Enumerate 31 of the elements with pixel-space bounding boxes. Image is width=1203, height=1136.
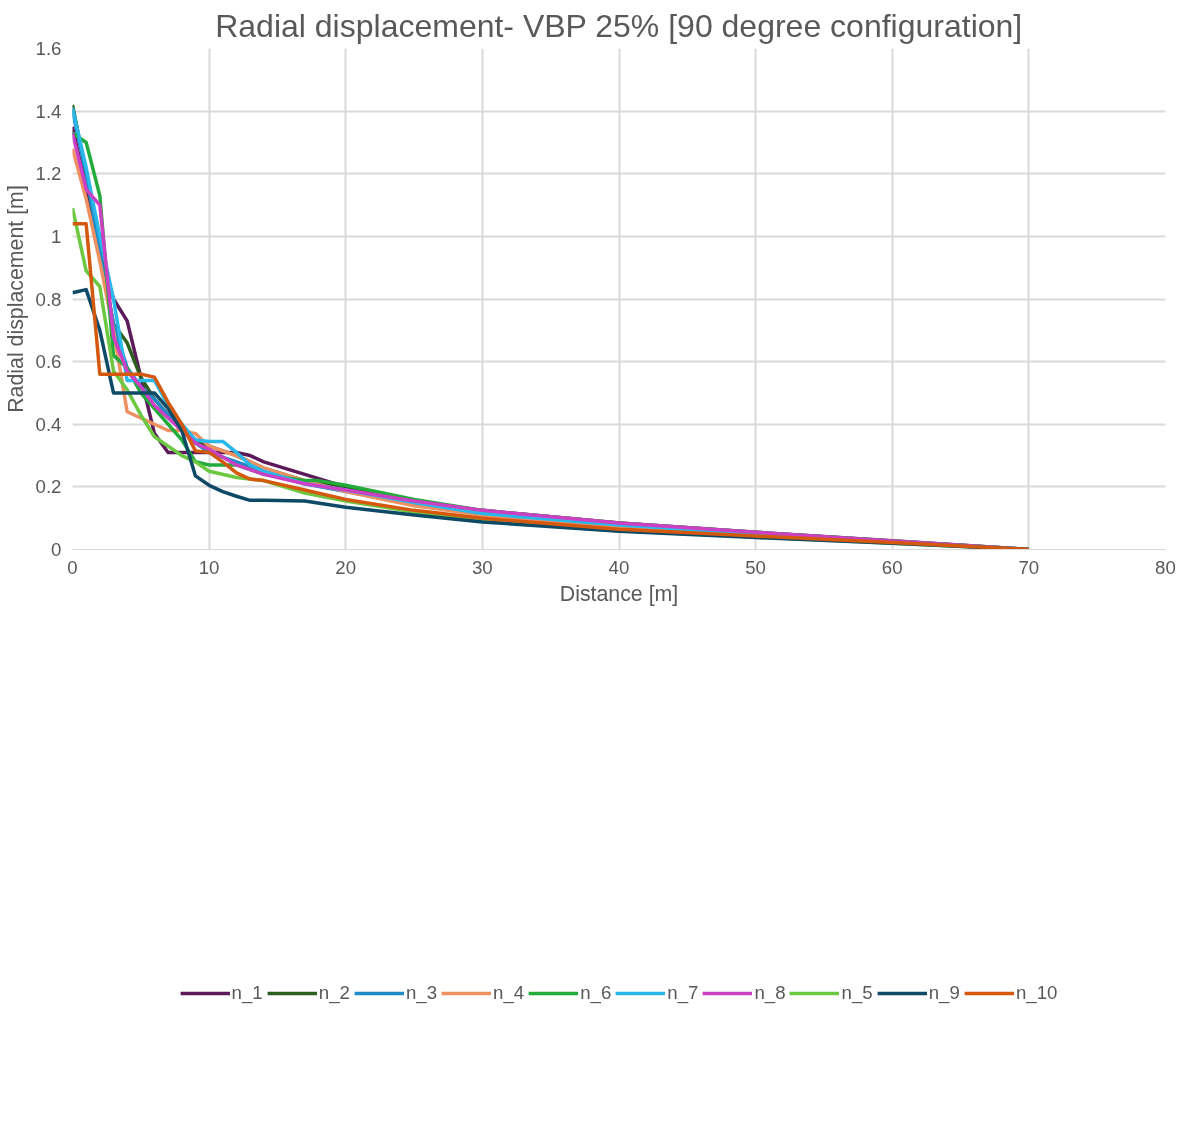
- legend-label: n_1: [231, 981, 263, 1004]
- chart-title: Radial displacement- VBP 25% [90 degree configuration]: [215, 7, 1023, 44]
- y-tick-label: 0: [51, 539, 62, 560]
- y-tick-label: 1.2: [35, 163, 62, 185]
- x-tick-label: 70: [1018, 556, 1040, 578]
- y-tick-label: 0.8: [35, 288, 62, 310]
- y-tick-label: 1.6: [35, 38, 62, 59]
- legend-label: n_4: [493, 981, 525, 1004]
- x-tick-label: 40: [608, 556, 630, 578]
- x-tick-label: 10: [198, 556, 220, 578]
- x-axis-title: Distance [m]: [559, 581, 679, 606]
- y-tick-label: 0.4: [35, 413, 62, 435]
- legend-label: n_5: [841, 981, 873, 1004]
- legend-label: n_10: [1015, 981, 1058, 1004]
- x-tick-label: 50: [745, 556, 767, 578]
- x-tick-label: 30: [472, 556, 493, 578]
- legend-label: n_6: [580, 981, 612, 1004]
- x-tick-label: 80: [1155, 556, 1176, 578]
- x-tick-label: 60: [881, 556, 903, 578]
- y-tick-label: 0.2: [35, 476, 62, 498]
- x-tick-label: 20: [335, 556, 357, 578]
- legend-label: n_3: [405, 981, 438, 1004]
- x-tick-label: 0: [67, 556, 78, 578]
- legend-label: n_8: [754, 981, 786, 1004]
- y-tick-label: 1.4: [35, 100, 62, 122]
- y-axis-title: Radial displacement [m]: [3, 185, 28, 413]
- legend-label: n_2: [318, 981, 350, 1004]
- y-tick-label: 0.6: [35, 351, 62, 373]
- legend-label: n_9: [928, 981, 960, 1004]
- y-tick-label: 1: [51, 225, 62, 247]
- legend-label: n_7: [667, 981, 699, 1004]
